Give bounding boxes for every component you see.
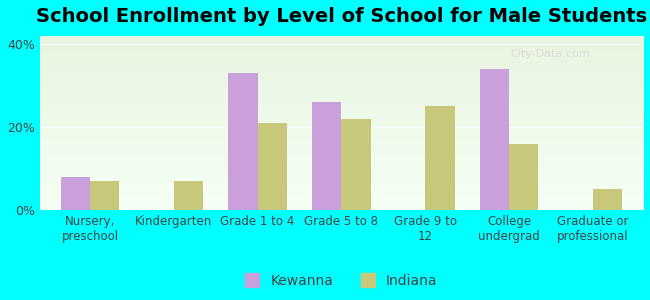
- Bar: [90, 181, 120, 210]
- Bar: [593, 189, 622, 210]
- Bar: [509, 144, 538, 210]
- Bar: [228, 73, 257, 210]
- Bar: [60, 177, 90, 210]
- Bar: [257, 123, 287, 210]
- Title: School Enrollment by Level of School for Male Students: School Enrollment by Level of School for…: [36, 7, 647, 26]
- Legend: Kewanna, Indiana: Kewanna, Indiana: [240, 268, 443, 294]
- Bar: [174, 181, 203, 210]
- Bar: [341, 119, 370, 210]
- Bar: [480, 69, 509, 210]
- Text: City-Data.com: City-Data.com: [510, 49, 590, 59]
- Bar: [425, 106, 454, 210]
- Bar: [312, 102, 341, 210]
